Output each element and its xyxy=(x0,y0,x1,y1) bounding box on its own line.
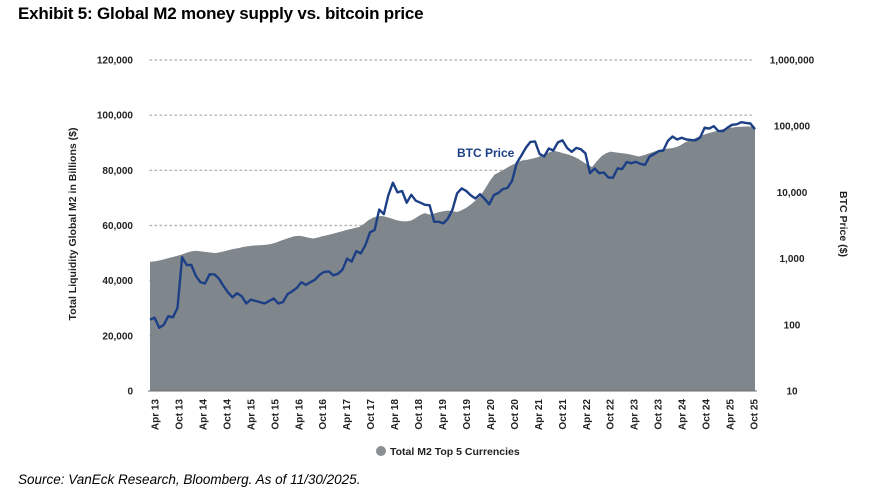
right-y-tick-label: 100,000 xyxy=(774,122,811,133)
btc-price-line xyxy=(149,121,756,329)
x-tick-label: Apr 22 xyxy=(582,399,593,431)
x-tick-label: Apr 23 xyxy=(630,399,641,431)
x-tick-label: Oct 24 xyxy=(702,399,713,430)
x-tick-label: Oct 17 xyxy=(366,399,377,430)
left-y-tick-label: 0 xyxy=(127,387,133,398)
right-y-tick-label: 10,000 xyxy=(777,188,808,199)
x-tick-label: Oct 20 xyxy=(510,399,521,430)
x-tick-label: Apr 19 xyxy=(438,399,449,431)
left-y-tick-label: 100,000 xyxy=(97,111,134,122)
left-y-tick-label: 20,000 xyxy=(102,331,133,342)
left-y-tick-label: 120,000 xyxy=(97,56,134,67)
x-tick-label: Apr 25 xyxy=(726,399,737,431)
legend-label-m2: Total M2 Top 5 Currencies xyxy=(390,446,520,458)
x-tick-label: Oct 13 xyxy=(175,399,186,430)
x-tick-label: Apr 16 xyxy=(294,399,305,431)
right-y-axis-title: BTC Price ($) xyxy=(837,191,849,257)
x-tick-label: Apr 15 xyxy=(246,399,257,431)
x-tick-label: Oct 18 xyxy=(414,399,425,430)
x-tick-label: Oct 15 xyxy=(270,399,281,430)
right-y-tick-label: 1,000 xyxy=(779,254,804,265)
x-tick-label: Oct 14 xyxy=(222,399,233,430)
m2-area-series xyxy=(150,126,755,391)
x-tick-label: Apr 14 xyxy=(198,399,209,431)
right-y-tick-label: 10 xyxy=(786,387,798,398)
right-y-tick-label: 100 xyxy=(784,320,801,331)
left-y-tick-label: 80,000 xyxy=(102,166,133,177)
x-tick-label: Oct 19 xyxy=(462,399,473,430)
right-y-tick-label: 1,000,000 xyxy=(770,56,815,67)
btc-price-series-label: BTC Price xyxy=(457,146,515,160)
x-tick-label: Apr 24 xyxy=(678,399,689,431)
left-y-axis-ticks: 0 20,000 40,000 60,000 80,000 100,000 120,000 xyxy=(97,56,134,398)
x-tick-label: Apr 18 xyxy=(390,399,401,431)
x-tick-label: Apr 20 xyxy=(486,399,497,431)
x-tick-label: Apr 13 xyxy=(151,399,162,431)
source-note: Source: VanEck Research, Bloomberg. As o… xyxy=(18,472,361,487)
legend-marker-m2 xyxy=(376,446,386,456)
x-tick-label: Apr 17 xyxy=(342,399,353,431)
left-y-tick-label: 40,000 xyxy=(102,276,133,287)
x-axis-ticks: Apr 13 Oct 13 Apr 14 Oct 14 Apr 15 Oct 15 Apr … xyxy=(151,399,761,431)
left-y-tick-label: 60,000 xyxy=(102,221,133,232)
left-y-axis-title: Total Liquidity Global M2 in Billions ($… xyxy=(67,128,79,321)
chart-title: Exhibit 5: Global M2 money supply vs. bi… xyxy=(18,4,424,23)
x-tick-label: Oct 23 xyxy=(654,399,665,430)
x-tick-label: Oct 16 xyxy=(318,399,329,430)
x-tick-label: Oct 22 xyxy=(606,399,617,430)
x-tick-label: Apr 21 xyxy=(534,399,545,431)
right-y-axis-ticks: 10 100 1,000 10,000 100,000 1,000,000 xyxy=(770,56,815,398)
legend: Total M2 Top 5 Currencies xyxy=(376,446,520,458)
x-tick-label: Oct 25 xyxy=(750,399,761,430)
x-tick-label: Oct 21 xyxy=(558,399,569,430)
